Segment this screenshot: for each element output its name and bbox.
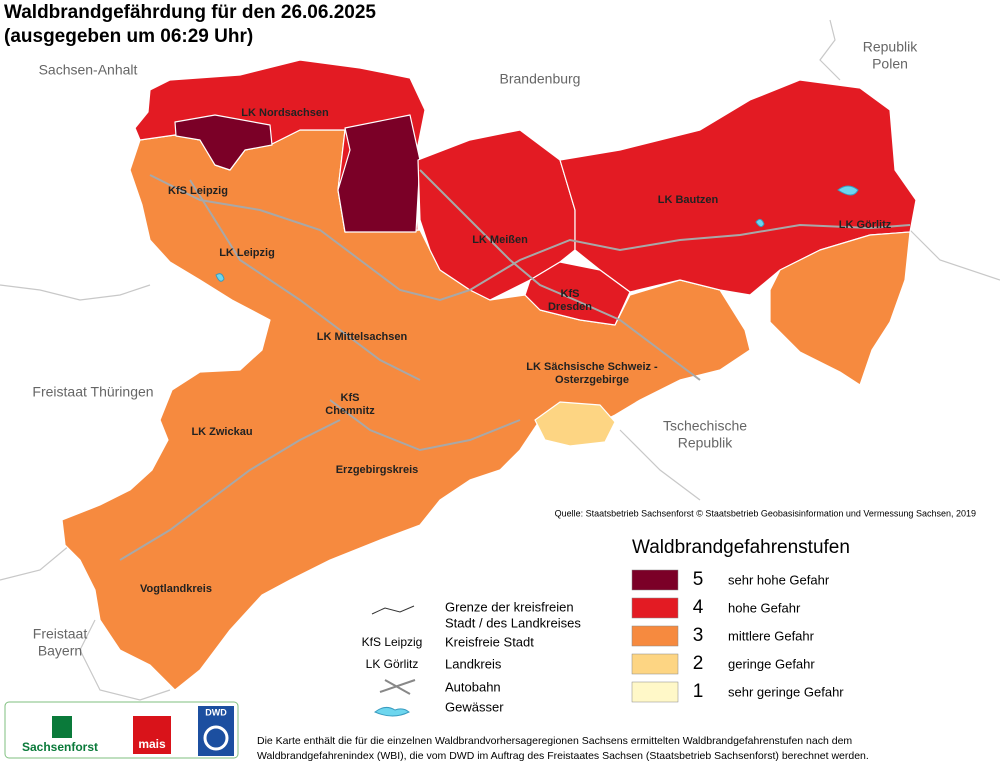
region-label: Dresden xyxy=(548,301,592,313)
logo-text: DWD xyxy=(205,707,227,717)
symbol-label: Autobahn xyxy=(445,679,501,694)
region-label: LK Zwickau xyxy=(191,426,252,438)
symbol-sample: LK Görlitz xyxy=(366,657,419,671)
legend-level: 2 xyxy=(693,653,704,674)
neighbor-label: Republik xyxy=(678,435,733,451)
region-label: LK Görlitz xyxy=(839,219,892,231)
neighbor-label: Polen xyxy=(872,56,908,72)
outside-borders xyxy=(0,19,1000,701)
region-label: LK Bautzen xyxy=(658,194,719,206)
region-label: KfS xyxy=(561,288,580,300)
zone xyxy=(769,231,911,386)
neighbor-label: Sachsen-Anhalt xyxy=(39,62,138,78)
legend-level: 4 xyxy=(693,597,704,618)
logo-box xyxy=(4,701,239,759)
symbol-icons xyxy=(371,605,416,717)
title: (ausgegeben um 06:29 Uhr) xyxy=(4,26,253,47)
logo-text: mais xyxy=(138,737,166,751)
water-bodies xyxy=(215,185,859,282)
symbol-label: Landkreis xyxy=(445,656,502,671)
legend-label: geringe Gefahr xyxy=(728,656,815,671)
neighbor-label: Bayern xyxy=(38,643,82,659)
zone xyxy=(524,261,631,326)
symbol-sample: KfS Leipzig xyxy=(362,635,423,649)
symbol-label: Stadt / des Landkreises xyxy=(445,615,581,630)
symbol-label: Grenze der kreisfreien xyxy=(445,599,574,614)
legend-level: 3 xyxy=(693,625,704,646)
region-label: KfS xyxy=(341,392,360,404)
zone xyxy=(174,114,273,171)
title: Waldbrandgefährdung für den 26.06.2025 xyxy=(4,2,376,23)
footnote: Die Karte enthält die für die einzelnen … xyxy=(257,735,852,747)
region-label: Vogtlandkreis xyxy=(140,583,212,595)
neighbor-label: Republik xyxy=(863,39,918,55)
region-label: Chemnitz xyxy=(325,405,375,417)
region-label: LK Leipzig xyxy=(219,247,275,259)
region-label: KfS Leipzig xyxy=(168,185,228,197)
legend-swatch xyxy=(631,625,679,647)
rivers xyxy=(119,169,911,561)
zone xyxy=(337,114,421,233)
zone xyxy=(534,401,616,447)
zones xyxy=(61,59,917,691)
logo-text: Sachsenforst xyxy=(22,740,98,754)
labels: LK Nordsachsen KfS Leipzig LK Leipzig LK Me… xyxy=(140,107,892,595)
legend-level: 1 xyxy=(693,681,704,702)
symbol-label: Kreisfreie Stadt xyxy=(445,634,534,649)
legend-swatch xyxy=(631,597,679,619)
region-label: LK Meißen xyxy=(472,234,528,246)
region-label: LK Mittelsachsen xyxy=(317,331,408,343)
legend-level: 5 xyxy=(693,569,704,590)
legend-label: sehr hohe Gefahr xyxy=(728,572,830,587)
legend-label: mittlere Gefahr xyxy=(728,628,815,643)
legend-label: hohe Gefahr xyxy=(728,600,801,615)
region-label: LK Sächsische Schweiz - xyxy=(526,361,658,373)
legend-swatch xyxy=(631,569,679,591)
neighbor-label: Tschechische xyxy=(663,418,747,434)
region-label: Erzgebirgskreis xyxy=(336,464,419,476)
region-label: LK Nordsachsen xyxy=(241,107,329,119)
legend-swatch xyxy=(631,653,679,675)
symbol-label: Gewässer xyxy=(445,699,504,714)
legend-title: Waldbrandgefahrenstufen xyxy=(632,537,850,558)
legend-label: sehr geringe Gefahr xyxy=(728,684,844,699)
source: Quelle: Staatsbetrieb Sachsenforst © Sta… xyxy=(555,508,976,518)
neighbor-label: Freistaat xyxy=(33,626,88,642)
neighbor-label: Freistaat Thüringen xyxy=(32,384,153,400)
footnote: Waldbrandgefahrenindex (WBI), die vom DW… xyxy=(257,750,869,762)
region-label: Osterzgebirge xyxy=(555,374,629,386)
legend-swatch xyxy=(631,681,679,703)
neighbor-label: Brandenburg xyxy=(500,71,581,87)
